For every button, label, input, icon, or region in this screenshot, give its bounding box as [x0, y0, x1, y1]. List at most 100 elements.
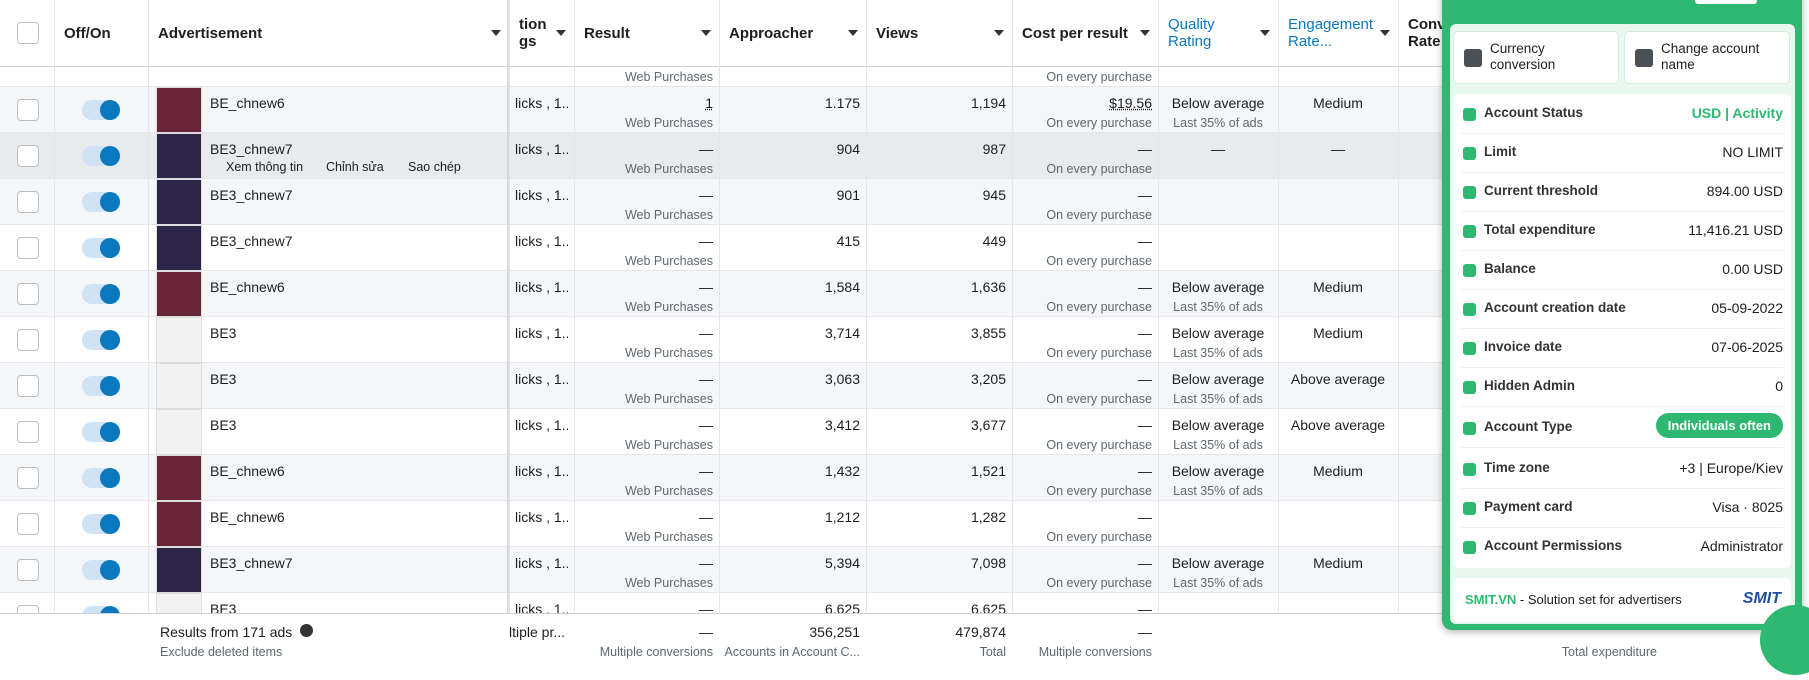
panel-button[interactable]: Currency conversion	[1453, 31, 1619, 84]
button-icon	[1635, 49, 1653, 67]
panel-footer: SMIT.VN - Solution set for advertisers SM…	[1453, 578, 1791, 622]
row-bg	[0, 501, 1450, 547]
column-header[interactable]: Approacher	[729, 25, 814, 42]
row-icon	[1463, 147, 1476, 160]
column-header[interactable]: Advertisement	[158, 25, 263, 42]
column-divider	[719, 0, 720, 680]
cell: licks , 1...	[515, 95, 568, 111]
cell: Medium	[1313, 555, 1363, 571]
tagline: - Solution set for advertisers	[1516, 592, 1682, 607]
toggle[interactable]	[82, 468, 120, 488]
row-label: Limit	[1484, 144, 1517, 159]
sort-caret	[994, 30, 1004, 36]
column-divider	[866, 0, 867, 680]
row-icon	[1463, 541, 1476, 554]
sort-caret	[848, 30, 858, 36]
checkbox[interactable]	[17, 421, 39, 443]
cell: BE_chnew6	[210, 95, 285, 111]
checkbox[interactable]	[17, 513, 39, 535]
checkbox[interactable]	[17, 237, 39, 259]
toggle[interactable]	[82, 422, 120, 442]
row-value: 0.00 USD	[1722, 261, 1783, 277]
column-header[interactable]: tion gs	[519, 16, 547, 50]
footer: ltiple pr...	[509, 624, 566, 640]
row-icon	[1463, 108, 1476, 121]
toggle[interactable]	[82, 238, 120, 258]
row-action[interactable]: Chỉnh sửa	[326, 160, 384, 174]
checkbox[interactable]	[17, 145, 39, 167]
toggle[interactable]	[82, 284, 120, 304]
checkbox[interactable]	[17, 329, 39, 351]
fab[interactable]	[1760, 605, 1809, 675]
toggle[interactable]	[82, 514, 120, 534]
cell: licks , 1...	[515, 187, 568, 203]
row-divider	[1461, 488, 1783, 489]
footer: Exclude deleted items	[160, 645, 283, 659]
logo: SMIT	[1742, 590, 1781, 607]
panel-top-button	[1695, 0, 1757, 4]
toggle-knob	[100, 284, 120, 304]
row-action[interactable]: Xem thông tin	[226, 160, 304, 174]
row-divider	[1461, 406, 1783, 407]
cell: On every purchase	[1046, 576, 1152, 590]
sort-caret	[556, 30, 566, 36]
checkbox[interactable]	[17, 375, 39, 397]
cell: BE3_chnew7	[210, 141, 293, 157]
row-label: Total expenditure	[1484, 222, 1596, 237]
cell: On every purchase	[1046, 346, 1152, 360]
checkbox[interactable]	[17, 99, 39, 121]
row-action[interactable]: Sao chép	[408, 160, 461, 174]
column-header[interactable]: Quality Rating	[1168, 16, 1215, 50]
cell: On every purchase	[1046, 300, 1152, 314]
column-header[interactable]: Off/On	[64, 25, 111, 42]
cell: Last 35% of ads	[1173, 392, 1263, 406]
cell: On every purchase	[1046, 392, 1152, 406]
sort-caret	[1260, 30, 1270, 36]
row-value: 07-06-2025	[1711, 339, 1783, 355]
column-header[interactable]: Conv Rate	[1408, 16, 1446, 50]
row-label: Account Permissions	[1484, 538, 1623, 553]
toggle[interactable]	[82, 330, 120, 350]
row-value: USD | Activity	[1691, 105, 1783, 121]
toggle[interactable]	[82, 146, 120, 166]
panel-button[interactable]: Change account name	[1624, 31, 1790, 84]
row-icon	[1463, 225, 1476, 238]
row-divider	[1461, 328, 1783, 329]
cell: —	[699, 279, 713, 295]
cell: On every purchase	[1046, 162, 1152, 176]
cell: On every purchase	[1046, 484, 1152, 498]
row-value: 0	[1775, 378, 1783, 394]
column-header[interactable]: Result	[584, 25, 630, 42]
cell: Web Purchases	[624, 576, 713, 590]
row-divider	[1461, 447, 1783, 448]
footer-value: 356,251	[809, 624, 860, 640]
column-divider	[1398, 0, 1399, 680]
cell: —	[699, 371, 713, 387]
cell: Web Purchases	[624, 208, 713, 222]
checkbox[interactable]	[17, 467, 39, 489]
checkbox[interactable]	[17, 22, 39, 44]
footer-value: —	[699, 624, 713, 640]
row-icon	[1463, 502, 1476, 515]
toggle[interactable]	[82, 100, 120, 120]
column-header[interactable]: Engagement Rate...	[1288, 16, 1374, 50]
toggle[interactable]	[82, 192, 120, 212]
cell: Medium	[1313, 95, 1363, 111]
button-icon	[1464, 49, 1482, 67]
thumbnail	[156, 179, 202, 225]
toggle[interactable]	[82, 376, 120, 396]
checkbox[interactable]	[17, 559, 39, 581]
checkbox[interactable]	[17, 191, 39, 213]
row-value: 11,416.21 USD	[1688, 222, 1783, 238]
checkbox[interactable]	[17, 283, 39, 305]
cell: —	[699, 509, 713, 525]
cell: —	[1138, 463, 1152, 479]
cell: 901	[836, 187, 860, 203]
column-header[interactable]: Views	[876, 25, 919, 42]
toggle[interactable]	[82, 560, 120, 580]
column-header[interactable]: Cost per result	[1022, 25, 1128, 42]
toggle-knob	[100, 146, 120, 166]
row-label: Invoice date	[1484, 339, 1563, 354]
row-divider	[1461, 172, 1783, 173]
